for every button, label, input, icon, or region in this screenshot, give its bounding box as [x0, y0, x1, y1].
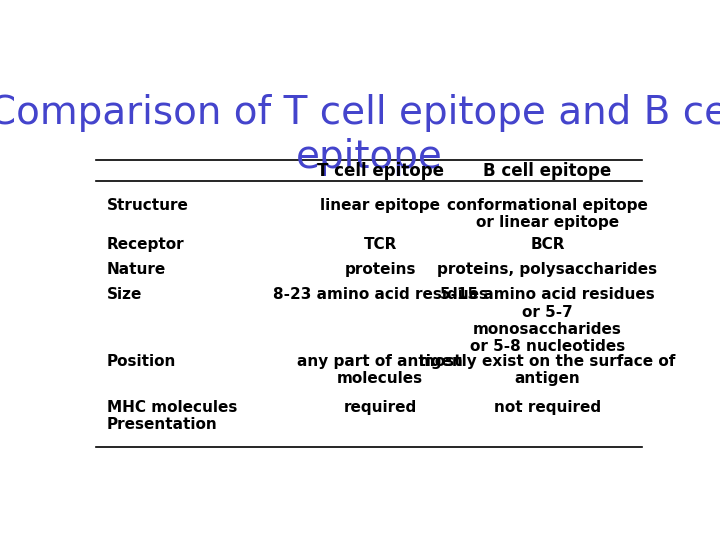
Text: B cell epitope: B cell epitope — [483, 162, 612, 180]
Text: Structure: Structure — [107, 198, 189, 213]
Text: mostly exist on the surface of
antigen: mostly exist on the surface of antigen — [419, 354, 676, 386]
Text: proteins: proteins — [344, 262, 416, 278]
Text: Position: Position — [107, 354, 176, 369]
Text: required: required — [343, 400, 417, 415]
Text: Comparison of T cell epitope and B cell
epitope: Comparison of T cell epitope and B cell … — [0, 94, 720, 176]
Text: MHC molecules
Presentation: MHC molecules Presentation — [107, 400, 237, 432]
Text: conformational epitope
or linear epitope: conformational epitope or linear epitope — [447, 198, 648, 230]
Text: BCR: BCR — [531, 238, 564, 252]
Text: 5-15 amino acid residues
or 5-7
monosaccharides
or 5-8 nucleotides: 5-15 amino acid residues or 5-7 monosacc… — [440, 287, 655, 354]
Text: linear epitope: linear epitope — [320, 198, 440, 213]
Text: 8-23 amino acid residues: 8-23 amino acid residues — [273, 287, 487, 302]
Text: TCR: TCR — [364, 238, 397, 252]
Text: Size: Size — [107, 287, 142, 302]
Text: proteins, polysaccharides: proteins, polysaccharides — [438, 262, 657, 278]
Text: Receptor: Receptor — [107, 238, 184, 252]
Text: T cell epitope: T cell epitope — [317, 162, 444, 180]
Text: not required: not required — [494, 400, 601, 415]
Text: any part of antigen
molecules: any part of antigen molecules — [297, 354, 463, 386]
Text: Nature: Nature — [107, 262, 166, 278]
